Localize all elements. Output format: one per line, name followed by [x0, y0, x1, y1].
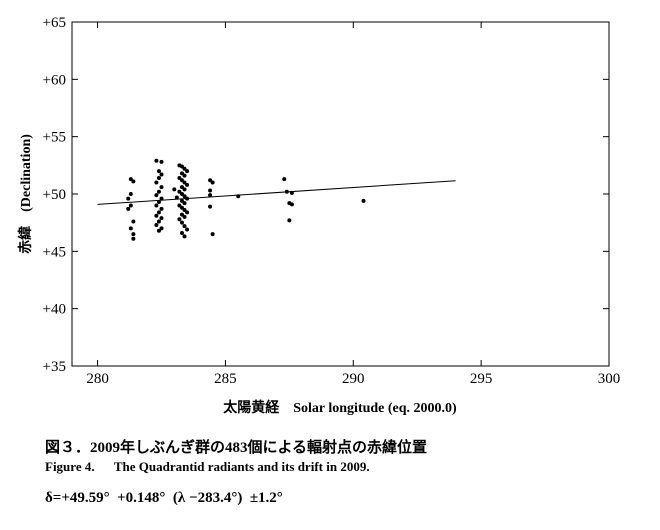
radiant-point: [126, 196, 131, 201]
y-tick-label: +40: [43, 302, 66, 318]
radiant-point: [154, 213, 159, 218]
radiant-point: [208, 204, 213, 209]
radiant-point: [208, 193, 213, 198]
x-axis-label: 太陽黄経 Solar longitude (eq. 2000.0): [223, 399, 457, 416]
radiant-point: [156, 175, 161, 180]
x-tick-label: 295: [470, 371, 493, 387]
plot-frame: [71, 21, 610, 367]
radiant-point: [179, 192, 184, 196]
x-tick-label: 280: [86, 371, 109, 387]
radiant-point: [154, 193, 159, 198]
radiant-point: [182, 180, 187, 185]
x-tick-label: 290: [342, 371, 365, 387]
radiant-point: [159, 216, 164, 221]
radiant-point: [156, 169, 161, 174]
radiant-point: [156, 219, 161, 224]
radiant-point: [177, 189, 182, 194]
radiant-point: [182, 208, 187, 213]
radiant-point: [156, 200, 161, 205]
radiant-point: [185, 227, 190, 232]
radiant-point: [128, 203, 133, 208]
radiant-point: [182, 234, 187, 239]
radiant-point: [131, 179, 136, 184]
y-tick-label: +65: [43, 15, 66, 31]
radiant-point: [131, 236, 136, 241]
radiant-point: [156, 228, 161, 233]
radiant-point: [179, 230, 184, 235]
radiant-point: [159, 185, 164, 190]
y-tick-label: +45: [43, 244, 66, 260]
radiant-point: [179, 212, 184, 217]
radiant-point: [185, 182, 190, 187]
radiant-point: [128, 226, 133, 231]
radiant-point: [210, 232, 215, 237]
radiant-point: [174, 195, 179, 200]
radiant-point: [179, 205, 184, 210]
radiant-point: [210, 180, 215, 185]
radiant-point: [182, 194, 187, 199]
radiant-point: [154, 158, 159, 163]
radiant-point: [154, 203, 159, 208]
radiant-point: [128, 177, 133, 182]
radiant-point: [159, 196, 164, 201]
radiant-point: [159, 206, 164, 211]
formula: δ=+49.59° +0.148° (λ −283.4°) ±1.2°: [45, 490, 283, 506]
x-tick-label: 300: [598, 371, 621, 387]
radiant-point: [179, 178, 184, 183]
x-tick-label: 285: [214, 371, 237, 387]
y-tick-label: +60: [43, 72, 66, 88]
radiant-point: [131, 232, 136, 237]
radiant-point: [131, 219, 136, 224]
y-tick-label: +50: [43, 187, 66, 203]
radiant-point: [179, 164, 184, 169]
radiant-point: [282, 177, 287, 182]
radiant-point: [177, 203, 182, 208]
y-axis-label: 赤緯 (Declination): [17, 134, 34, 254]
radiant-point: [179, 220, 184, 225]
y-tick-label: +35: [43, 359, 66, 375]
radiant-point: [208, 188, 213, 193]
radiant-point: [177, 217, 182, 222]
fit-line: [97, 180, 456, 205]
radiant-point: [126, 206, 131, 211]
radiant-point: [289, 202, 294, 207]
radiant-point: [154, 180, 159, 185]
radiant-point: [156, 210, 161, 215]
radiant-point: [128, 192, 133, 196]
radiant-point: [182, 201, 187, 206]
radiant-point: [159, 159, 164, 164]
radiant-point: [182, 224, 187, 229]
radiant-point: [182, 214, 187, 219]
radiant-point: [154, 222, 159, 227]
radiant-point: [185, 169, 190, 174]
y-tick-label: +55: [43, 130, 66, 146]
radiant-point: [172, 187, 177, 192]
radiant-point: [159, 172, 164, 177]
radiant-point: [287, 218, 292, 223]
radiant-point: [182, 173, 187, 178]
radiant-point: [179, 198, 184, 203]
radiant-point: [185, 210, 190, 215]
radiant-point: [179, 185, 184, 190]
radiant-point: [179, 171, 184, 176]
caption-en: Figure 4. The Quadrantid radiants and it…: [45, 459, 370, 474]
radiant-point: [177, 175, 182, 180]
caption-ja: 図３．2009年しぶんぎ群の483個による輻射点の赤緯位置: [45, 438, 427, 456]
radiant-point: [159, 226, 164, 231]
radiant-point: [182, 187, 187, 192]
radiant-point: [182, 166, 187, 171]
radiant-point: [361, 198, 366, 203]
radiant-point: [156, 189, 161, 194]
radiant-point: [208, 178, 213, 183]
